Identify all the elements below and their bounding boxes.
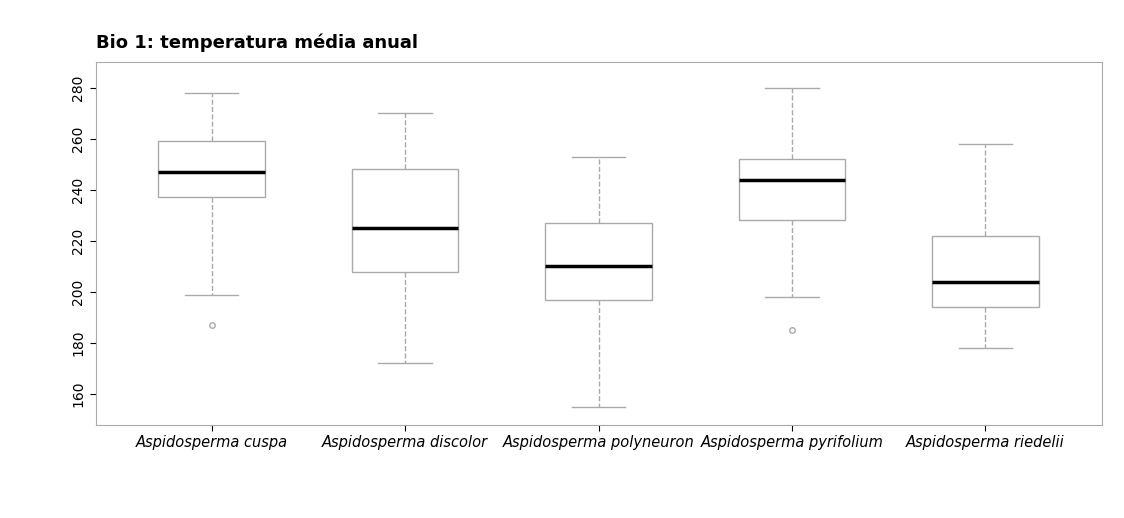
PathPatch shape (545, 223, 652, 299)
PathPatch shape (738, 159, 845, 221)
PathPatch shape (932, 236, 1039, 307)
PathPatch shape (158, 141, 265, 197)
PathPatch shape (352, 169, 459, 271)
Text: Bio 1: temperatura média anual: Bio 1: temperatura média anual (96, 34, 417, 52)
